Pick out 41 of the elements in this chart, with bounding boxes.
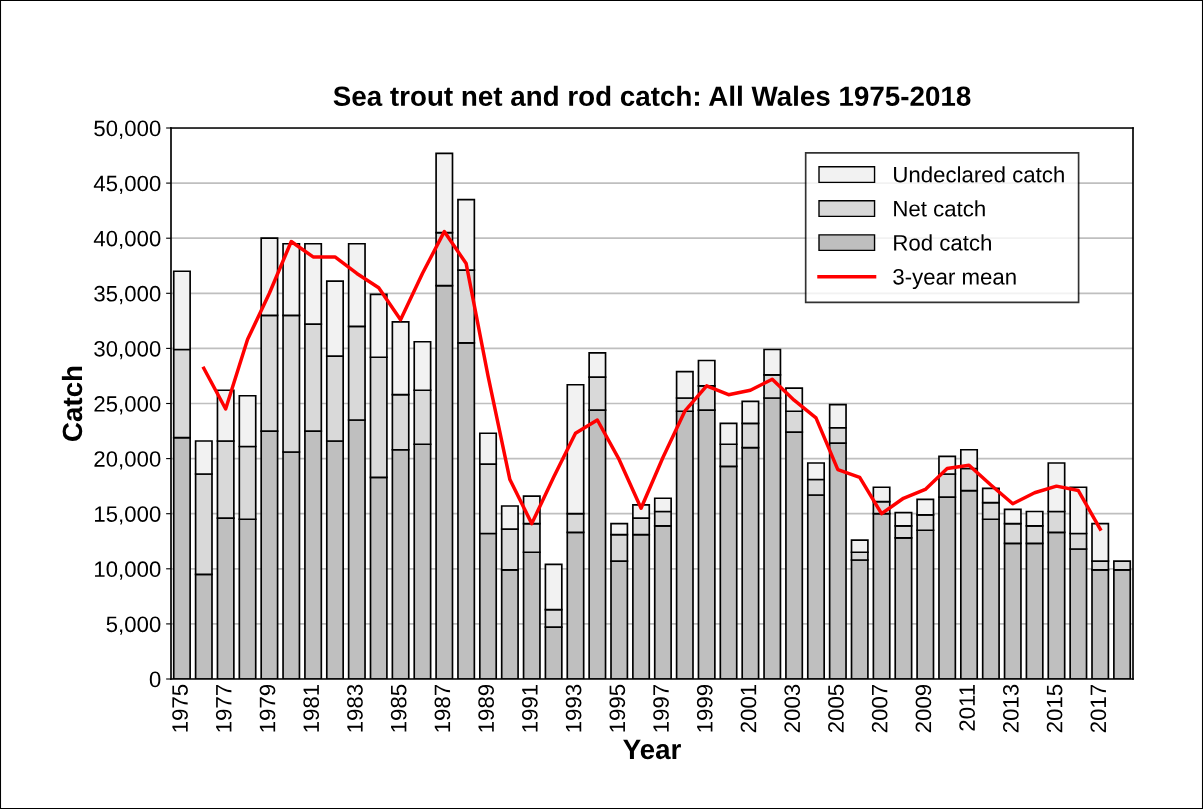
x-axis-title: Year — [623, 739, 681, 760]
y-tick-label: 15,000 — [95, 506, 161, 525]
y-tick-label: 35,000 — [94, 285, 161, 305]
y-tick-label: 10,000 — [95, 561, 161, 580]
x-tick-label: 2013 — [1002, 684, 1019, 733]
x-tick-label: 1985 — [390, 684, 407, 732]
x-tick-label: 1983 — [347, 684, 363, 732]
x-tick-label: 1981 — [303, 684, 320, 732]
x-tick-label: 2017 — [1090, 684, 1107, 733]
y-axis-title: Catch — [61, 366, 83, 441]
legend-label: Net catch — [894, 200, 985, 217]
y-tick-label: 30,000 — [94, 340, 161, 360]
y-tick-label: 5,000 — [106, 616, 161, 635]
x-tick-label: 1997 — [653, 684, 669, 732]
x-tick-label: 2005 — [828, 684, 844, 733]
line-series — [202, 229, 1102, 531]
x-tick-label: 1989 — [478, 684, 494, 732]
x-tick-label: 1979 — [259, 684, 276, 732]
legend-label: 3-year mean — [893, 268, 1016, 290]
x-tick-label: 1987 — [434, 684, 451, 732]
legend-label: Rod catch — [894, 234, 991, 251]
y-tick-label: 20,000 — [94, 451, 161, 470]
x-tick-label: 1991 — [521, 684, 538, 732]
x-tick-label: 1975 — [172, 684, 188, 732]
x-tick-label: 2001 — [740, 684, 757, 733]
x-tick-label: 2003 — [784, 684, 801, 733]
x-tick-label: 1977 — [215, 684, 232, 732]
legend-label: Undeclared catch — [894, 166, 1064, 183]
chart-title: Sea trout net and rod catch: All Wales 1975-2018 — [333, 85, 971, 107]
x-tick-label: 1993 — [565, 684, 582, 732]
y-tick-label: 40,000 — [93, 230, 161, 250]
x-tick-label: 2007 — [871, 684, 888, 733]
y-tick-label: 45,000 — [93, 175, 161, 194]
y-tick-label: 25,000 — [94, 396, 161, 415]
x-tick-label: 2009 — [915, 684, 932, 733]
x-tick-label: 2015 — [1046, 684, 1063, 733]
y-tick-label: 0 — [149, 671, 161, 688]
y-tick-label: 50,000 — [94, 120, 161, 139]
x-tick-label: 2011 — [959, 684, 975, 731]
x-tick-label: 1999 — [696, 684, 713, 732]
x-tick-label: 1995 — [609, 684, 626, 732]
